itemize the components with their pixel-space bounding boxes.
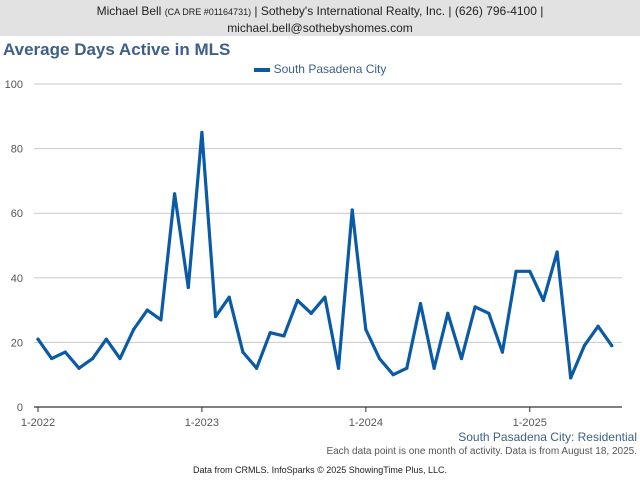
data-point [432,366,436,370]
data-point [323,295,327,299]
data-point [514,269,518,273]
legend-label: South Pasadena City [273,62,387,76]
agent-header: Michael Bell (CA DRE #01164731) | Sotheb… [0,0,640,36]
agent-name: Michael Bell [96,4,162,18]
data-point [268,331,272,335]
y-tick-label: 80 [11,144,23,156]
data-note: Each data point is one month of activity… [326,446,637,457]
y-tick-label: 20 [11,337,23,349]
x-tick-label: 1-2022 [21,417,55,429]
data-point [213,314,218,319]
y-tick-label: 100 [5,79,23,91]
series-line [36,130,614,380]
y-tick-label: 60 [11,208,23,220]
agent-info-line: Michael Bell (CA DRE #01164731) | Sotheb… [0,3,640,20]
data-point [582,344,587,348]
y-tick-label: 40 [11,273,23,285]
agent-company-phone: | Sotheby's International Realty, Inc. |… [254,4,544,18]
chart-subtitle: South Pasadena City: Residential [458,430,637,444]
data-point [487,311,491,315]
data-point [227,295,231,299]
data-point [350,208,354,212]
data-point [63,350,67,354]
data-point [282,334,286,338]
data-point [500,350,505,354]
data-point [418,302,423,306]
data-point [295,298,300,303]
data-point [541,298,546,303]
data-point [596,324,600,328]
data-point [569,376,573,380]
data-point [159,318,163,322]
agent-email[interactable]: michael.bell@sothebyshomes.com [227,21,413,35]
data-point [36,337,40,341]
chart-legend: South Pasadena City [0,62,640,76]
data-point [391,373,395,377]
agent-license: (CA DRE #01164731) [164,7,252,17]
data-point [459,356,464,361]
data-point [446,311,450,315]
data-point [200,130,204,135]
data-point [145,308,149,312]
data-point [77,366,81,370]
data-point [104,337,108,341]
y-tick-label: 0 [17,402,23,414]
chart-title: Average Days Active in MLS [3,40,231,59]
data-point [610,344,614,348]
data-point [132,327,136,332]
data-point [405,366,409,370]
data-point [118,356,122,361]
data-point [309,311,313,315]
data-point [364,327,368,332]
data-point [555,250,559,254]
data-point [186,285,190,290]
data-point [50,356,54,361]
x-tick-label: 1-2024 [349,417,383,429]
data-point [254,366,259,370]
data-point [336,366,341,370]
legend-swatch [253,67,270,72]
data-point [241,350,245,354]
data-point [173,192,177,196]
x-tick-label: 1-2023 [185,417,219,429]
data-point [528,269,532,273]
source-credit: Data from CRMLS. InfoSparks © 2025 Showi… [193,465,447,475]
data-point [473,305,477,309]
data-point [91,356,95,361]
data-point [377,356,382,361]
x-tick-label: 1-2025 [513,417,547,429]
